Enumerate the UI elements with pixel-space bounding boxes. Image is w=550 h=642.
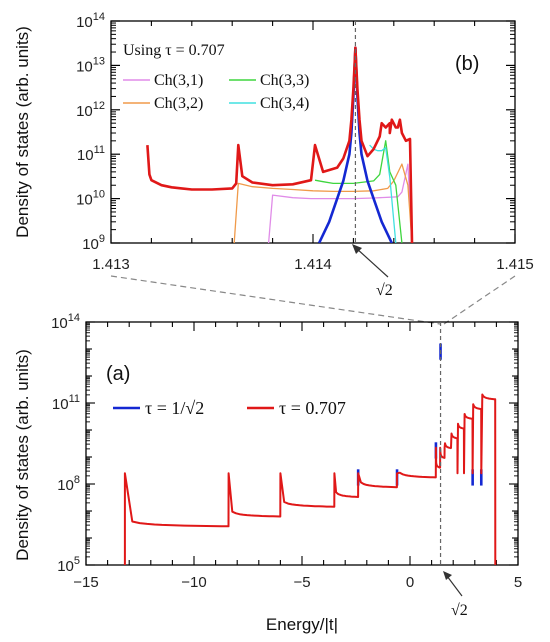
- sqrt2-arrow-b: [355, 247, 389, 278]
- zoom-connector-left: [110, 275, 441, 325]
- x-tick-label-b: 1.415: [496, 256, 534, 273]
- panel-a: 105 108 1011 1014 −15 −10 −5 0 5 (a) τ = 1/√2 τ…: [51, 312, 522, 634]
- legend-a: τ = 1/√2 τ = 0.707: [113, 398, 346, 418]
- sqrt2-annotation-a: √2: [443, 571, 468, 619]
- series-line-b: [314, 140, 403, 243]
- series-a: [123, 343, 497, 565]
- legend-b-label-4: Ch(3,4): [260, 95, 309, 112]
- y-axis-title-a: Density of states (arb. units): [13, 349, 32, 561]
- y-tick-label-b: 1010: [76, 189, 105, 209]
- sqrt2-arrowhead-b: [352, 244, 362, 254]
- series-line-b: [267, 163, 413, 243]
- legend-b: Using τ = 0.707 Ch(3,1) Ch(3,3) Ch(3,2) …: [123, 42, 309, 112]
- legend-b-label-1: Ch(3,1): [154, 72, 203, 89]
- sqrt2-arrow-a: [446, 575, 463, 597]
- series-line-b: [146, 46, 414, 243]
- sqrt2-annotation-b: √2: [352, 244, 393, 299]
- sqrt2-arrowhead-a: [443, 571, 452, 580]
- y-tick-label-b: 1013: [76, 55, 105, 75]
- sqrt2-label-b: √2: [376, 282, 393, 299]
- sqrt2-label-a: √2: [451, 602, 468, 619]
- x-tick-label-a: 0: [406, 574, 414, 591]
- legend-a-label-1: τ = 1/√2: [145, 398, 204, 418]
- y-tick-label-b: 1011: [77, 144, 105, 164]
- x-tick-label-b: 1.413: [92, 256, 130, 273]
- legend-b-label-2: Ch(3,3): [260, 72, 309, 89]
- series-b: [146, 46, 414, 243]
- x-tick-label-a: −10: [181, 574, 206, 591]
- x-ticks-b: 1.413 1.414 1.415: [92, 21, 534, 273]
- y-tick-label-a: 108: [57, 474, 80, 494]
- x-axis-title-a: Energy/|t|: [266, 615, 338, 634]
- y-ticks-a: 105 108 1011 1014: [51, 312, 518, 575]
- y-tick-label-b: 109: [82, 233, 105, 253]
- y-tick-label-a: 1011: [52, 393, 80, 413]
- legend-b-label-3: Ch(3,2): [154, 95, 203, 112]
- y-tick-label-b: 1014: [76, 11, 105, 31]
- zoom-connector-right: [443, 275, 516, 325]
- y-tick-label-a: 105: [57, 555, 80, 575]
- legend-a-label-2: τ = 0.707: [279, 398, 346, 418]
- x-tick-label-a: 5: [514, 574, 522, 591]
- x-tick-label-b: 1.414: [294, 256, 332, 273]
- y-tick-label-a: 1014: [51, 312, 80, 332]
- plot-frame-a: [85, 321, 519, 566]
- x-tick-label-a: −5: [293, 574, 310, 591]
- x-tick-label-a: −15: [73, 574, 98, 591]
- y-axis-title-b: Density of states (arb. units): [13, 26, 32, 238]
- panel-b-label: (b): [455, 53, 479, 75]
- panel-a-label: (a): [106, 363, 130, 385]
- x-ticks-a: −15 −10 −5 0 5: [73, 322, 522, 591]
- series-line-a: [123, 393, 497, 565]
- legend-b-title: Using τ = 0.707: [123, 42, 225, 59]
- y-tick-label-b: 1012: [76, 100, 105, 120]
- series-line-b: [233, 163, 413, 243]
